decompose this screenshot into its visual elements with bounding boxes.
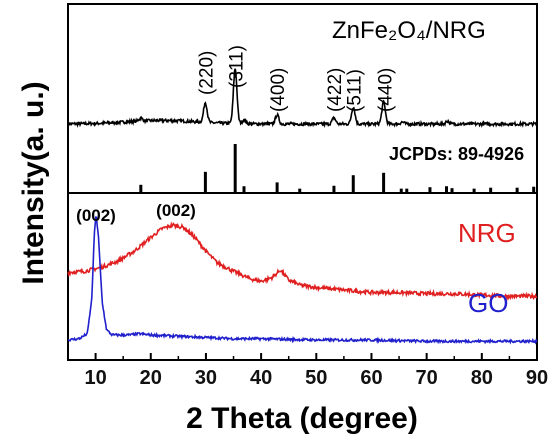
- sample-label: ZnFe₂O₄/NRG: [332, 17, 486, 44]
- peak-label: (422): [325, 68, 346, 112]
- nrg-trace: [67, 221, 538, 301]
- x-tick-label: 90: [526, 367, 548, 389]
- peak-label: (311): [226, 45, 247, 88]
- go-trace: [68, 216, 538, 345]
- go-peak-label: (002): [76, 206, 116, 225]
- x-axis-title: 2 Theta (degree): [186, 402, 418, 435]
- nrg-peak-label: (002): [156, 201, 196, 220]
- zfo-nrg-trace: [67, 68, 538, 129]
- x-tick-label: 70: [416, 367, 438, 389]
- y-axis-title: Intensity(a. u.): [17, 81, 50, 284]
- x-axis: 10 20 30 40 50 60 70 80 90: [67, 353, 548, 389]
- x-tick-label: 50: [305, 367, 327, 389]
- plot-frame: [67, 3, 538, 361]
- x-tick-label: 20: [140, 367, 162, 389]
- x-tick-label: 80: [471, 367, 493, 389]
- x-tick-label: 30: [195, 367, 217, 389]
- peak-label: (511): [344, 69, 365, 112]
- peak-labels: (220) (311) (400) (422)(511) (440): [197, 45, 397, 112]
- peak-label: (220): [197, 51, 218, 95]
- nrg-legend-label: NRG: [458, 218, 516, 248]
- reference-label: JCPDs: 89-4926: [389, 144, 524, 164]
- peak-label: (440): [375, 68, 396, 112]
- go-legend-label: GO: [468, 288, 508, 318]
- x-tick-label: 40: [250, 367, 272, 389]
- peak-label: (400): [268, 68, 289, 112]
- reference-bars: [139, 144, 536, 192]
- x-tick-label: 10: [84, 367, 106, 389]
- x-tick-label: 60: [360, 367, 382, 389]
